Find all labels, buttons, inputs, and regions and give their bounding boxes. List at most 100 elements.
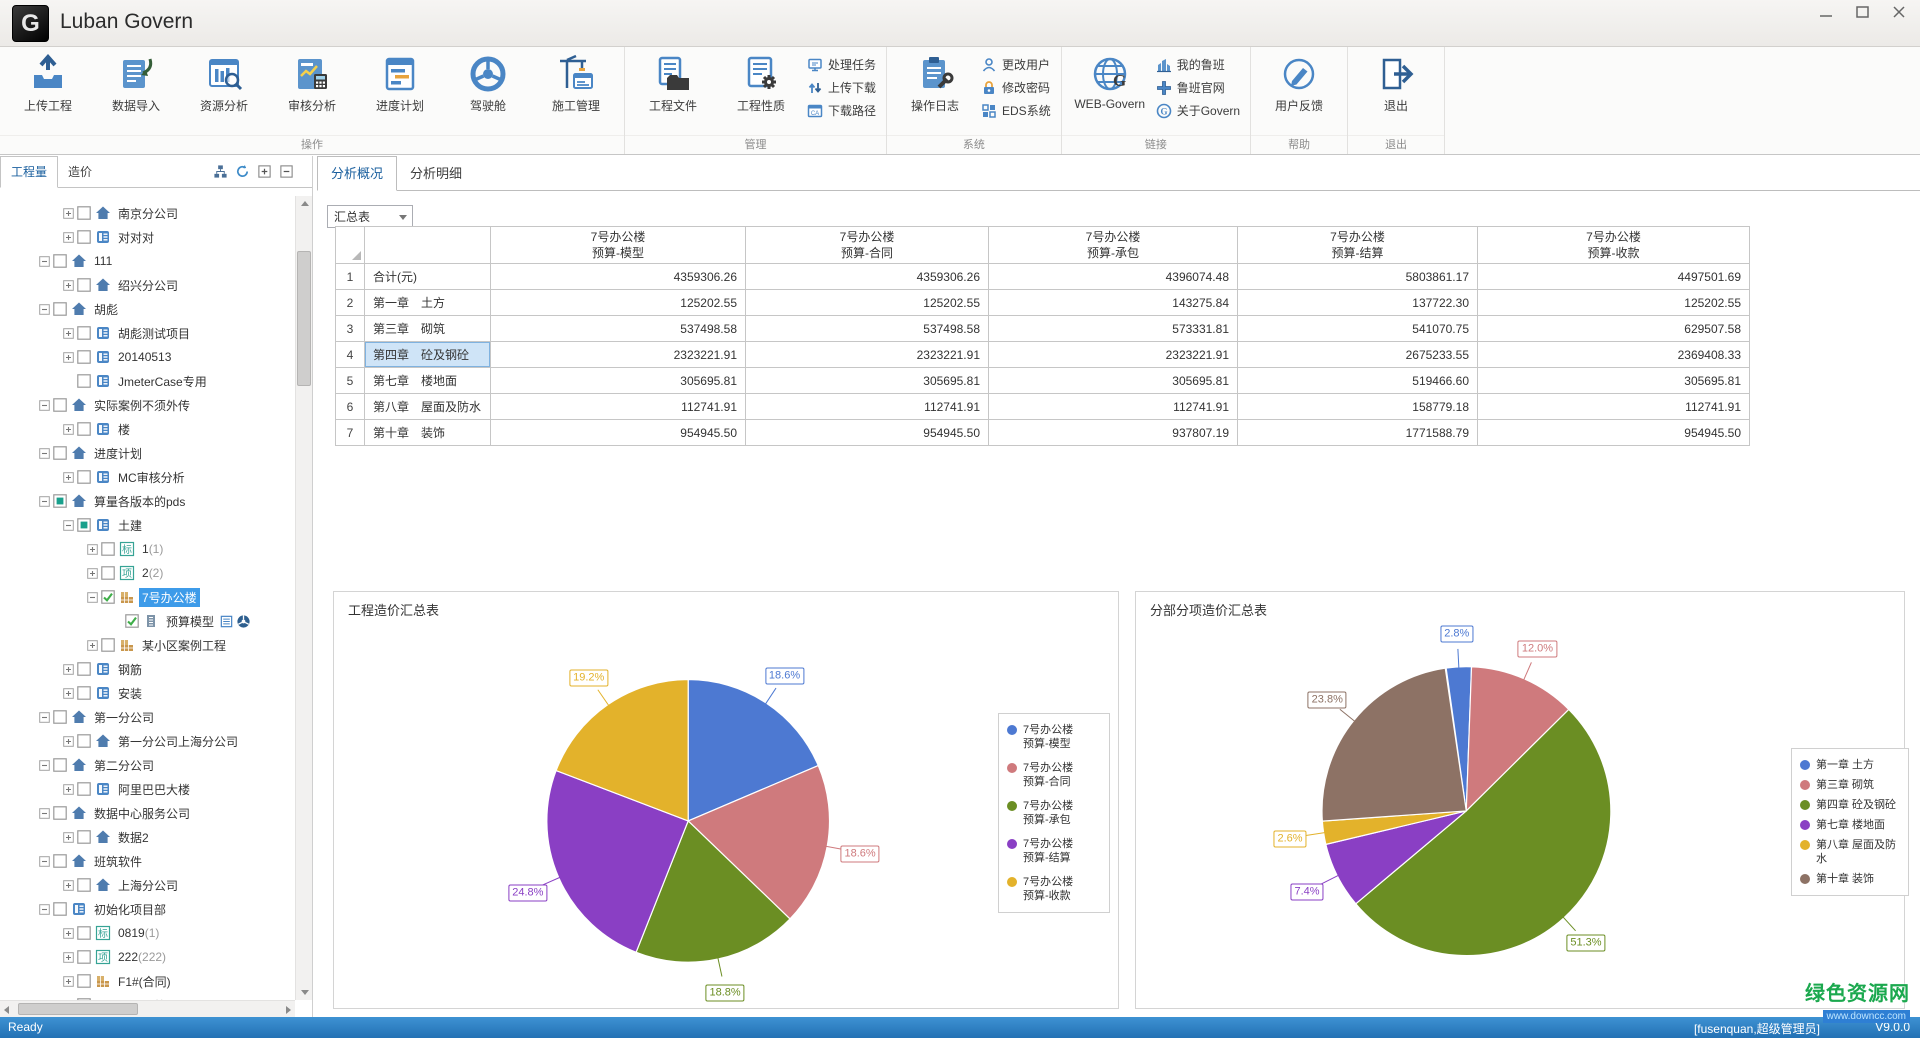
tree-item-预算模型[interactable]: 预算模型: [2, 609, 295, 633]
checkbox-unchecked-icon[interactable]: [77, 326, 91, 340]
collapse-icon[interactable]: [39, 447, 50, 459]
expand-all-icon[interactable]: [257, 164, 272, 179]
tree-item-第一分公司上海分公司[interactable]: 第一分公司上海分公司: [2, 729, 295, 753]
ribbon-button-upload-download[interactable]: 上传下载: [807, 78, 876, 97]
value-cell[interactable]: 158779.18: [1237, 393, 1478, 420]
ribbon-button-web-govern[interactable]: G WEB-Govern: [1066, 52, 1154, 111]
ribbon-button-change-password[interactable]: 修改密码: [981, 78, 1051, 97]
collapse-icon[interactable]: [39, 711, 50, 723]
tree-item-0819[interactable]: 标 0819(1): [2, 921, 295, 945]
collapse-icon[interactable]: [39, 903, 50, 915]
checkbox-unchecked-icon[interactable]: [77, 974, 91, 988]
checkbox-unchecked-icon[interactable]: [77, 350, 91, 364]
value-cell[interactable]: 954945.50: [745, 419, 989, 446]
close-icon[interactable]: [1888, 4, 1910, 20]
table-corner-cell[interactable]: [335, 226, 365, 264]
table-header-col5[interactable]: 7号办公楼 预算-收款: [1477, 226, 1750, 264]
expand-icon[interactable]: [63, 783, 74, 795]
expand-icon[interactable]: [63, 423, 74, 435]
collapse-icon[interactable]: [39, 255, 50, 267]
tree-item-20140513[interactable]: 20140513: [2, 345, 295, 369]
value-cell[interactable]: 2323221.91: [490, 341, 746, 368]
checkbox-unchecked-icon[interactable]: [77, 782, 91, 796]
value-cell[interactable]: 519466.60: [1237, 367, 1478, 394]
tree-item-F1#(预算)[interactable]: F1#(预算): [2, 993, 295, 1000]
row-number[interactable]: 4: [335, 341, 365, 368]
checkbox-filled-icon[interactable]: [53, 494, 67, 508]
tree-item-土建[interactable]: 土建: [2, 513, 295, 537]
table-header-col2[interactable]: 7号办公楼 预算-合同: [745, 226, 989, 264]
value-cell[interactable]: 541070.75: [1237, 315, 1478, 342]
value-cell[interactable]: 125202.55: [1477, 289, 1750, 316]
tree-item-阿里巴巴大楼[interactable]: 阿里巴巴大楼: [2, 777, 295, 801]
tree-item-绍兴分公司[interactable]: 绍兴分公司: [2, 273, 295, 297]
ribbon-button-operation-log[interactable]: 操作日志: [891, 52, 979, 114]
tree-item-楼[interactable]: 楼: [2, 417, 295, 441]
tree-item-F1#(合同)[interactable]: F1#(合同): [2, 969, 295, 993]
expand-icon[interactable]: [87, 567, 98, 579]
row-name-cell[interactable]: 第七章 楼地面: [364, 367, 491, 394]
expand-icon[interactable]: [87, 639, 98, 651]
table-header-name[interactable]: [364, 226, 491, 264]
report-type-select[interactable]: 汇总表: [327, 205, 413, 228]
tree-item-对对对[interactable]: 对对对: [2, 225, 295, 249]
value-cell[interactable]: 125202.55: [490, 289, 746, 316]
checkbox-unchecked-icon[interactable]: [77, 422, 91, 436]
checkbox-unchecked-icon[interactable]: [77, 686, 91, 700]
checkbox-unchecked-icon[interactable]: [101, 566, 115, 580]
ribbon-button-audit-analysis[interactable]: 审核分析: [268, 52, 356, 114]
ribbon-button-my-luban[interactable]: 我的鲁班: [1156, 55, 1240, 74]
scrollbar-thumb[interactable]: [297, 251, 311, 386]
checkbox-unchecked-icon[interactable]: [77, 998, 91, 1000]
ribbon-button-exit[interactable]: 退出: [1352, 52, 1440, 114]
checkbox-unchecked-icon[interactable]: [101, 638, 115, 652]
expand-icon[interactable]: [63, 975, 74, 987]
tree-item-JmeterCase专用[interactable]: JmeterCase专用: [2, 369, 295, 393]
checkbox-unchecked-icon[interactable]: [77, 470, 91, 484]
tree-item-第一分公司[interactable]: 第一分公司: [2, 705, 295, 729]
tree-item-111[interactable]: 111: [2, 249, 295, 273]
tree-item-MC审核分析[interactable]: MC审核分析: [2, 465, 295, 489]
ribbon-button-data-import[interactable]: 数据导入: [92, 52, 180, 114]
scrollbar-thumb[interactable]: [18, 1003, 138, 1015]
tree-item-7号办公楼[interactable]: 7号办公楼: [2, 585, 295, 609]
row-name-cell[interactable]: 第十章 装饰: [364, 419, 491, 446]
value-cell[interactable]: 954945.50: [490, 419, 746, 446]
tree-vertical-scrollbar[interactable]: [295, 196, 312, 1000]
value-cell[interactable]: 2323221.91: [745, 341, 989, 368]
value-cell[interactable]: 1771588.79: [1237, 419, 1478, 446]
checkbox-unchecked-icon[interactable]: [53, 254, 67, 268]
value-cell[interactable]: 112741.91: [1477, 393, 1750, 420]
tree-item-上海分公司[interactable]: 上海分公司: [2, 873, 295, 897]
row-name-cell[interactable]: 合计(元): [364, 263, 491, 290]
tree-item-数据2[interactable]: 数据2: [2, 825, 295, 849]
ribbon-button-about-govern[interactable]: G 关于Govern: [1156, 101, 1240, 120]
tree-item-胡彪测试项目[interactable]: 胡彪测试项目: [2, 321, 295, 345]
expand-icon[interactable]: [63, 351, 74, 363]
expand-icon[interactable]: [63, 879, 74, 891]
value-cell[interactable]: 2323221.91: [988, 341, 1238, 368]
ribbon-button-project-file[interactable]: 工程文件: [629, 52, 717, 114]
minimize-icon[interactable]: [1816, 4, 1838, 20]
value-cell[interactable]: 305695.81: [490, 367, 746, 394]
checkbox-unchecked-icon[interactable]: [77, 662, 91, 676]
tree-item-胡彪[interactable]: 胡彪: [2, 297, 295, 321]
tree-item-算量各版本的pds[interactable]: 算量各版本的pds: [2, 489, 295, 513]
expand-icon[interactable]: [63, 471, 74, 483]
ribbon-button-eds-system[interactable]: EDS系统: [981, 101, 1051, 120]
tab-分析概况[interactable]: 分析概况: [317, 156, 398, 191]
value-cell[interactable]: 954945.50: [1477, 419, 1750, 446]
value-cell[interactable]: 573331.81: [988, 315, 1238, 342]
value-cell[interactable]: 305695.81: [988, 367, 1238, 394]
row-number[interactable]: 5: [335, 367, 365, 394]
ribbon-button-upload-project[interactable]: 上传工程: [4, 52, 92, 114]
checkbox-unchecked-icon[interactable]: [53, 806, 67, 820]
value-cell[interactable]: 305695.81: [1477, 367, 1750, 394]
tree-item-222[interactable]: 项 222(222): [2, 945, 295, 969]
checkbox-unchecked-icon[interactable]: [101, 542, 115, 556]
row-number[interactable]: 6: [335, 393, 365, 420]
checkbox-filled-icon[interactable]: [77, 518, 91, 532]
collapse-icon[interactable]: [39, 495, 50, 507]
ribbon-button-construction-management[interactable]: 施工管理: [532, 52, 620, 114]
value-cell[interactable]: 629507.58: [1477, 315, 1750, 342]
